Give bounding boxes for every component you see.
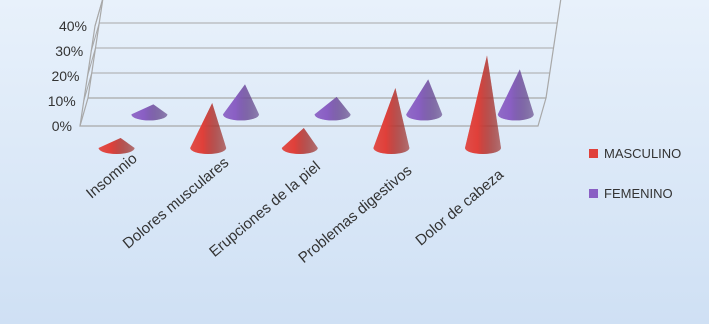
y-tick-label: 30% (55, 43, 83, 59)
gridline (83, 72, 550, 102)
cone-masculino-1 (190, 103, 227, 154)
cone-femenino-1 (223, 84, 259, 121)
legend-swatch (589, 189, 598, 198)
legend-label: FEMENINO (604, 186, 673, 201)
cone-femenino-2 (314, 96, 351, 121)
cone-masculino-4 (465, 55, 501, 154)
y-tick-label: 0% (52, 118, 72, 134)
gridline (90, 22, 558, 52)
cone-masculino-0 (98, 138, 135, 154)
y-tick-label: 20% (51, 68, 79, 84)
y-axis-ticks: 0% 10% 20% 30% 40% (48, 0, 558, 134)
cone-femenino-0 (131, 104, 168, 121)
y-tick-label: 10% (48, 93, 76, 109)
legend: MASCULINO FEMENINO (589, 146, 681, 201)
cone-femenino-4 (497, 69, 534, 121)
gridline (94, 0, 103, 27)
legend-swatch (589, 149, 598, 158)
legend-label: MASCULINO (604, 146, 681, 161)
gridline (87, 47, 554, 77)
chart-cones (98, 55, 534, 154)
cone-femenino-3 (406, 79, 443, 121)
cone-masculino-2 (281, 128, 318, 154)
cone-masculino-3 (373, 88, 410, 154)
y-tick-label: 40% (59, 18, 87, 34)
